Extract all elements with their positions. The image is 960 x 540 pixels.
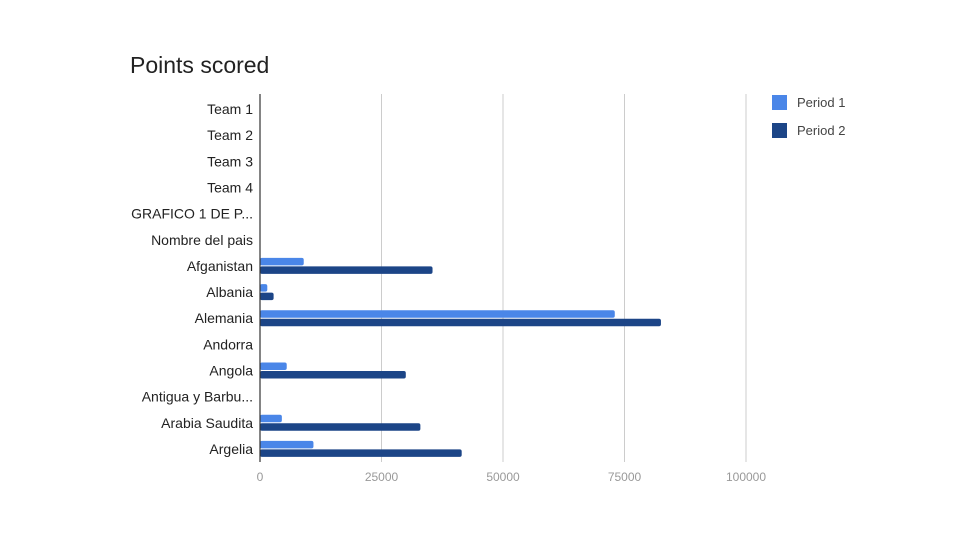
category-label: Antigua y Barbu... bbox=[142, 389, 253, 405]
category-label: Team 1 bbox=[207, 101, 253, 117]
chart-title: Points scored bbox=[130, 52, 270, 78]
bar-period-2 bbox=[260, 423, 421, 431]
legend-label-period-2: Period 2 bbox=[797, 123, 846, 139]
bar-period-2 bbox=[260, 318, 661, 327]
bar-period-1 bbox=[260, 284, 268, 292]
category-label: Arabia Saudita bbox=[161, 415, 253, 431]
legend-item-period-1: Period 1 bbox=[772, 94, 846, 111]
category-label: Angola bbox=[209, 363, 253, 379]
category-label: Albania bbox=[206, 284, 253, 300]
bar-period-2 bbox=[260, 292, 274, 301]
category-label: Afganistan bbox=[187, 258, 253, 274]
x-tick-label: 50000 bbox=[486, 470, 520, 484]
category-label: Andorra bbox=[203, 336, 253, 352]
x-tick-label: 75000 bbox=[608, 470, 642, 484]
bar-period-1 bbox=[260, 414, 282, 423]
legend-label-period-1: Period 1 bbox=[797, 95, 846, 111]
category-label: Team 4 bbox=[207, 180, 253, 196]
bar-period-1 bbox=[260, 310, 615, 318]
legend-swatch-period-2 bbox=[772, 123, 787, 139]
bar-period-1 bbox=[260, 440, 314, 449]
x-tick-label: 25000 bbox=[365, 470, 399, 484]
category-label: Alemania bbox=[195, 310, 254, 326]
bar-period-1 bbox=[260, 257, 304, 266]
bar-period-2 bbox=[260, 449, 462, 457]
legend-swatch-period-1 bbox=[772, 95, 787, 111]
legend-item-period-2: Period 2 bbox=[772, 122, 846, 139]
bar-period-2 bbox=[260, 266, 433, 274]
bar-period-2 bbox=[260, 371, 406, 379]
category-label: Nombre del pais bbox=[151, 232, 253, 248]
category-label: Team 2 bbox=[207, 127, 253, 143]
x-tick-label: 100000 bbox=[726, 470, 766, 484]
bar-period-1 bbox=[260, 362, 287, 370]
category-label: Team 3 bbox=[207, 153, 253, 169]
category-label: Argelia bbox=[209, 441, 253, 457]
x-tick-label: 0 bbox=[257, 470, 264, 484]
category-label: GRAFICO 1 DE P... bbox=[131, 206, 253, 222]
